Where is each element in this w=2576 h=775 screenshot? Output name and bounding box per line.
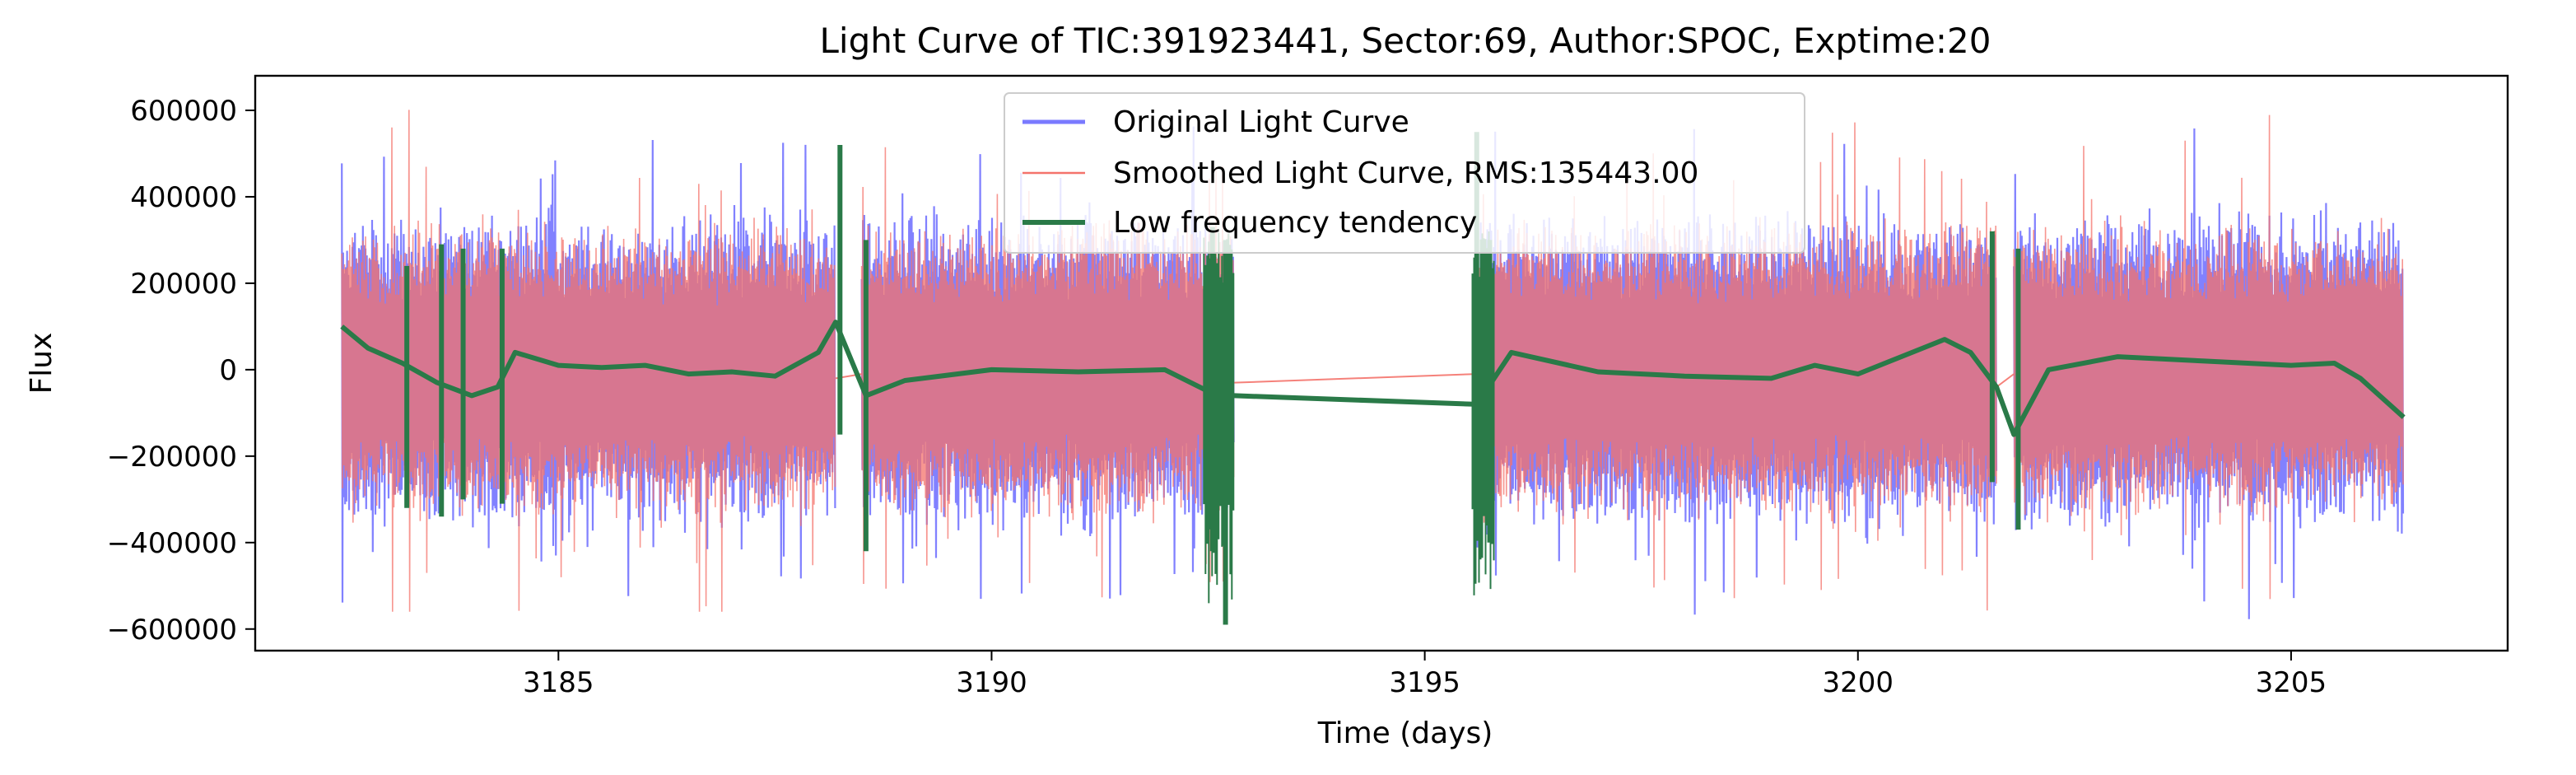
plot-frame [254,74,2509,652]
series-trace-segment [2013,114,2404,600]
x-axis: 3185 3190 3195 3200 3205 [523,651,2327,699]
legend-label-original: Original Light Curve [1113,105,1409,139]
low-frequency-burst [1471,231,1495,595]
x-tick-label: 3195 [1389,666,1460,699]
x-tick-label: 3200 [1823,666,1894,699]
y-tick-label: 400000 [130,181,237,214]
series-trace-segment [860,147,1235,598]
y-tick-label: −400000 [107,527,237,560]
y-tick-label: 200000 [130,268,237,301]
series-gap-connector [1234,373,1477,384]
y-tick-label: 600000 [130,95,237,128]
y-tick-label: −600000 [107,614,237,647]
low-frequency-burst [1203,232,1235,604]
x-tick-label: 3190 [956,666,1027,699]
x-axis-label: Time (days) [1317,717,1493,750]
series-trace-segment [341,110,836,612]
chart-title: Light Curve of TIC:391923441, Sector:69,… [820,21,1991,61]
series-gap-connector [1996,373,2015,388]
legend-label-lowfreq: Low frequency tendency [1113,206,1477,240]
series-low-frequency-tendency [340,132,2406,625]
plot-area [254,74,2509,652]
series-smoothed-light-curve [341,110,2404,612]
y-tick-label: −200000 [107,441,237,474]
y-axis-label: Flux [25,333,58,395]
legend: Original Light Curve Smoothed Light Curv… [1004,92,1805,254]
legend-box [1004,92,1805,254]
x-tick-label: 3185 [523,666,594,699]
x-tick-label: 3205 [2256,666,2327,699]
y-tick-label: 0 [219,354,237,387]
legend-label-smoothed: Smoothed Light Curve, RMS:135443.00 [1113,156,1698,190]
y-axis: −600000 −400000 −200000 0 200000 400000 600000 [107,95,255,647]
